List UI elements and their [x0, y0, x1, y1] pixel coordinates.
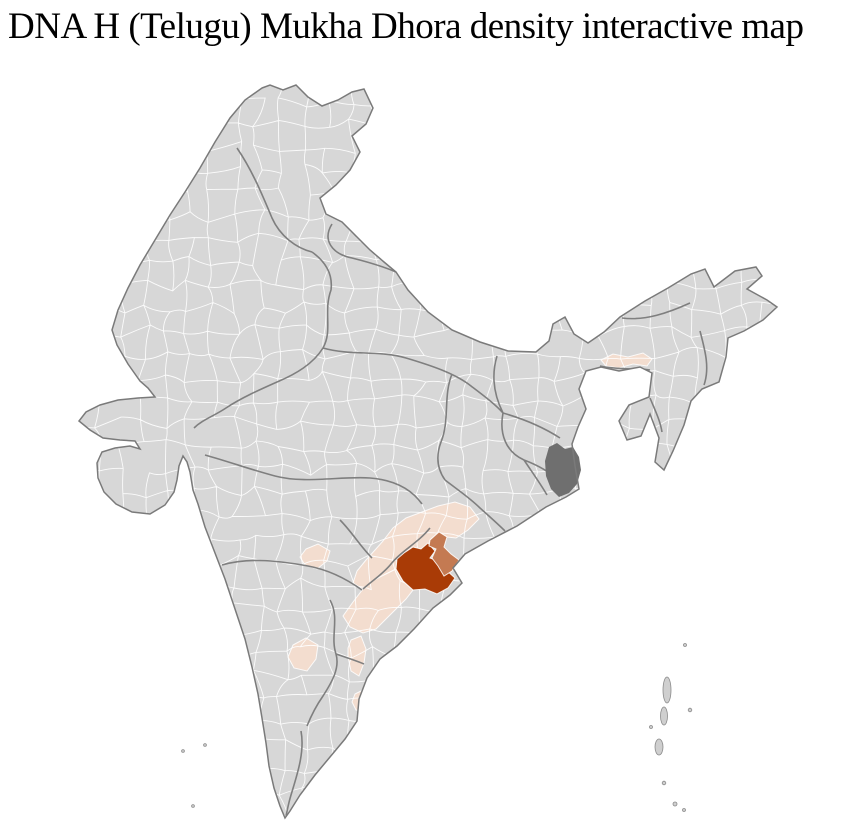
- density-region-low-belt-south-of-highest[interactable]: [342, 568, 414, 634]
- andaman-nicobar-islands: [649, 643, 693, 812]
- density-regions-high[interactable]: [395, 531, 460, 595]
- density-region-coastal-ap-medium[interactable]: [428, 531, 460, 577]
- density-regions-low[interactable]: [287, 352, 653, 713]
- page-title: DNA H (Telugu) Mukha Dhora density inter…: [8, 6, 804, 47]
- ganges-delta-area: [545, 443, 581, 497]
- density-region-low-nellore-coast[interactable]: [347, 635, 367, 677]
- lakshadweep-islands: [181, 743, 207, 808]
- density-region-coastal-ap-highest[interactable]: [395, 542, 456, 595]
- density-region-low-rayalaseema[interactable]: [287, 637, 319, 672]
